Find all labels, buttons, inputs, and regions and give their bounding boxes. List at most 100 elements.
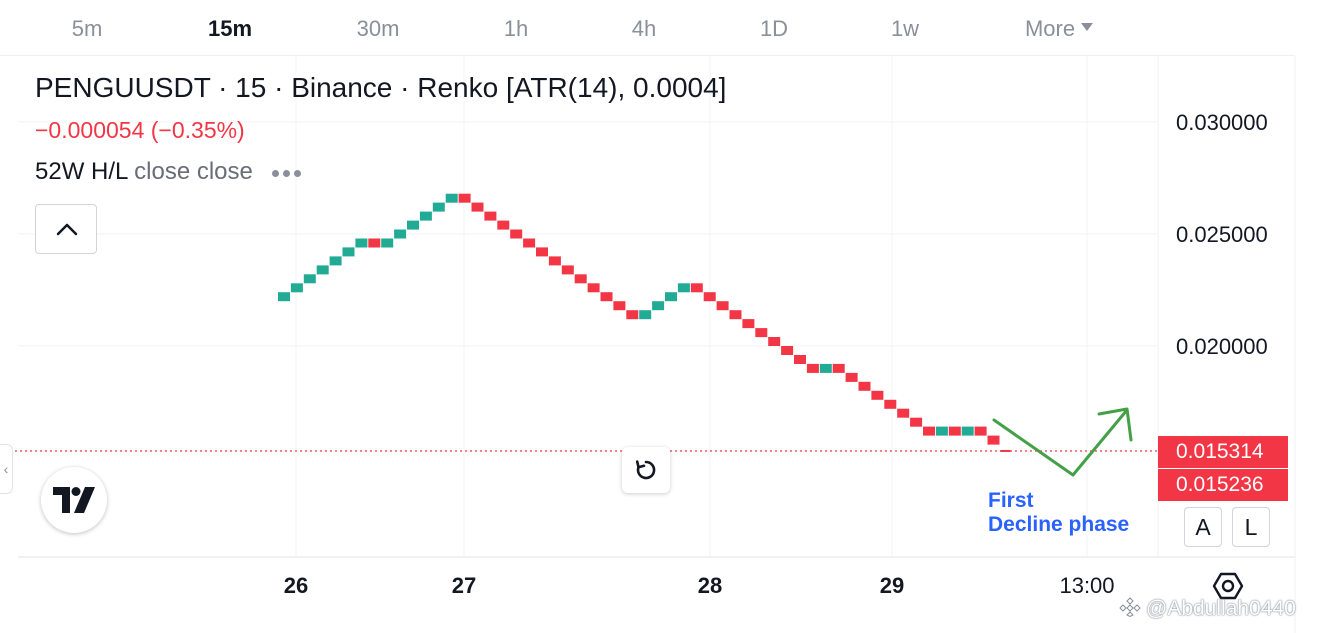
renko-brick-down	[458, 193, 471, 203]
more-options-icon[interactable]	[271, 156, 305, 184]
renko-brick-down	[561, 265, 574, 275]
renko-brick-down	[897, 408, 910, 418]
timeframe-tab-label: 1h	[503, 16, 529, 41]
timeframe-tab-label: More	[1024, 16, 1076, 41]
renko-brick-up	[677, 283, 690, 293]
renko-brick-down	[690, 283, 703, 293]
renko-brick-down	[910, 417, 923, 427]
log-scale-button[interactable]: L	[1232, 507, 1270, 547]
renko-brick-down	[974, 426, 987, 436]
renko-brick-down	[729, 310, 742, 320]
renko-brick-down	[536, 247, 548, 257]
renko-brick-down	[510, 229, 523, 239]
renko-brick-up	[381, 238, 394, 248]
timeframe-tab-15m[interactable]: 15m	[208, 16, 252, 42]
timeframe-tab-5m[interactable]: 5m	[72, 16, 103, 42]
collapse-legend-button[interactable]	[35, 204, 97, 254]
renko-brick-down	[587, 283, 600, 293]
annotation-line-2: Decline phase	[988, 513, 1130, 536]
renko-brick-down	[484, 211, 497, 221]
watermark: @Abdullah0440	[1118, 597, 1296, 621]
renko-brick-down	[832, 363, 845, 373]
timeframe-bar: 5m 15m 30m 1h 4h 1D 1w More	[0, 0, 1335, 58]
axis-labels: 0.030000 0.025000 0.020000 26 27 28 29 13:00	[284, 110, 1268, 598]
last-price-label: 0.015314	[1158, 436, 1288, 468]
annotation-arrow-line	[992, 408, 1129, 477]
timeframe-tab-label: 30m	[356, 16, 400, 41]
reset-chart-button[interactable]	[622, 447, 670, 493]
renko-brick-down	[742, 319, 755, 329]
renko-brick-up	[819, 363, 832, 373]
renko-brick-up	[394, 229, 407, 239]
y-tick-label: 0.020000	[1176, 334, 1268, 359]
renko-brick-up	[329, 256, 342, 266]
price-change: −0.000054 (−0.35%)	[35, 117, 245, 143]
annotation-arrow	[992, 407, 1133, 477]
caret-down-icon	[1081, 23, 1094, 32]
renko-brick-up	[961, 426, 974, 436]
chart-grid	[0, 56, 1296, 633]
timeframe-tab-30m[interactable]: 30m	[357, 16, 400, 42]
indicator-name: 52W H/L	[35, 158, 128, 185]
renko-brick-up	[935, 426, 948, 436]
renko-brick-down	[768, 337, 781, 346]
x-tick-label: 27	[452, 573, 476, 598]
renko-brick-down	[471, 202, 484, 212]
chevron-up-icon	[56, 223, 78, 236]
renko-brick-up	[652, 301, 665, 311]
reset-icon	[635, 460, 656, 480]
renko-brick-down	[923, 426, 935, 436]
renko-brick-up	[303, 274, 316, 284]
renko-brick-down	[703, 292, 716, 302]
watermark-text: @Abdullah0440	[1146, 597, 1296, 620]
renko-brick-down	[755, 328, 768, 338]
renko-brick-up	[316, 265, 329, 275]
x-tick-label: 28	[698, 573, 722, 598]
renko-brick-up	[355, 238, 368, 248]
timeframe-tab-1h[interactable]: 1h	[504, 16, 528, 42]
tabs-divider	[0, 55, 1295, 56]
indicator-legend[interactable]: 52W H/L close close	[35, 158, 305, 187]
renko-brick-up	[419, 211, 432, 221]
renko-brick-up	[407, 220, 419, 230]
renko-brick-down	[987, 435, 1000, 445]
second-price-label: 0.015236	[1158, 469, 1288, 501]
left-panel-handle[interactable]: ‹	[0, 444, 13, 494]
renko-brick-down	[871, 390, 884, 400]
x-tick-label: 13:00	[1059, 573, 1114, 598]
renko-brick-up	[342, 247, 355, 257]
y-tick-label: 0.030000	[1176, 110, 1268, 135]
renko-brick-down	[716, 301, 729, 311]
renko-brick-down	[794, 355, 806, 364]
renko-brick-down	[626, 310, 639, 320]
renko-brick-down	[884, 399, 897, 409]
renko-brick-down	[497, 220, 510, 230]
annotation-text: First Decline phase	[988, 489, 1129, 537]
renko-brick-up	[278, 292, 290, 302]
tradingview-logo[interactable]	[41, 467, 107, 533]
timeframe-more-dropdown[interactable]: More	[1024, 16, 1094, 42]
timeframe-tab-1w[interactable]: 1w	[891, 16, 919, 42]
renko-brick-down	[948, 426, 961, 436]
renko-brick-down	[613, 301, 626, 311]
tradingview-logo-icon	[53, 487, 95, 513]
binance-square-logo-icon	[1119, 597, 1141, 618]
timeframe-tab-4h[interactable]: 4h	[632, 16, 656, 42]
renko-brick-down	[523, 238, 536, 248]
renko-brick-up	[445, 193, 458, 203]
renko-brick-down	[548, 256, 561, 266]
renko-brick-down	[845, 372, 858, 382]
renko-brick-down	[858, 381, 871, 391]
symbol-legend-title[interactable]: PENGUUSDT · 15 · Binance · Renko [ATR(14…	[35, 72, 727, 103]
settings-gear-icon[interactable]	[1212, 570, 1244, 602]
renko-brick-up	[639, 310, 652, 320]
timeframe-tab-label: 15m	[207, 16, 253, 41]
renko-brick-down	[600, 292, 613, 302]
timeframe-tab-1d[interactable]: 1D	[760, 16, 788, 42]
x-tick-label: 26	[284, 573, 308, 598]
timeframe-tab-label: 1w	[890, 16, 920, 41]
renko-brick-up	[432, 202, 445, 212]
auto-scale-button[interactable]: A	[1184, 507, 1222, 547]
renko-brick-down	[781, 346, 794, 355]
